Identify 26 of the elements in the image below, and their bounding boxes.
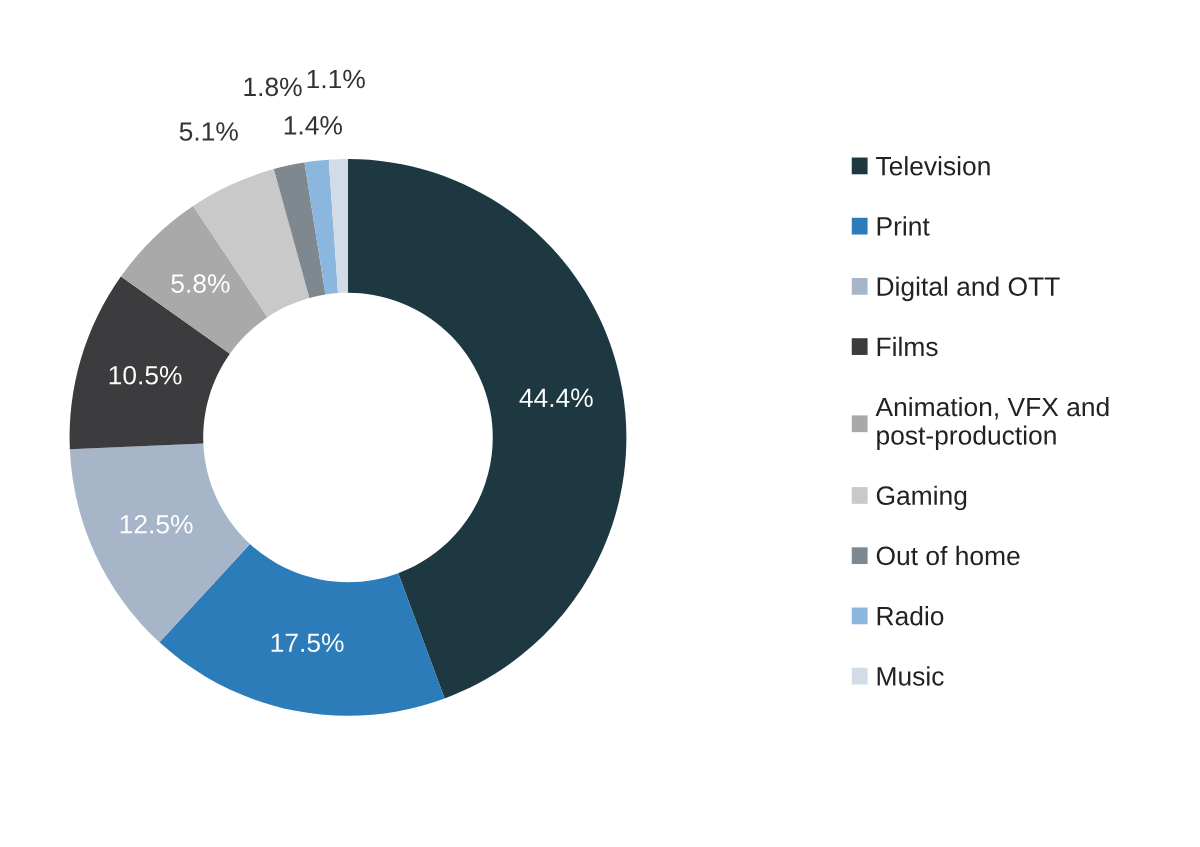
donut-slice	[273, 162, 326, 298]
legend-label: Music	[877, 666, 944, 686]
data-label: 10.5%	[109, 365, 182, 385]
data-label: 1.4%	[284, 116, 342, 135]
donut-slice	[120, 206, 268, 354]
legend-label: Television	[876, 156, 990, 176]
legend-label: Digital and OTT	[877, 276, 1060, 302]
data-label: 5.1%	[179, 122, 238, 141]
legend-label: Out of home	[876, 545, 1020, 566]
donut-slice	[304, 159, 339, 295]
data-label: 44.4%	[519, 388, 593, 408]
legend-label: Gaming	[876, 485, 967, 511]
donut-slice	[348, 159, 627, 699]
donut-slice	[69, 276, 230, 450]
data-label: 12.5%	[120, 514, 193, 534]
donut-slice	[328, 159, 348, 293]
data-label: 5.8%	[171, 274, 230, 293]
donut-slice	[69, 443, 250, 643]
data-label: 1.8%	[244, 77, 302, 97]
legend-label: Films	[877, 336, 938, 357]
legend-label: Animation, VFX and post-production	[875, 396, 1109, 451]
legend-label: Print	[877, 216, 930, 236]
data-label: 1.1%	[307, 69, 365, 89]
donut-slice	[159, 543, 445, 716]
legend-label: Radio	[877, 606, 944, 626]
data-label: 17.5%	[271, 633, 344, 653]
